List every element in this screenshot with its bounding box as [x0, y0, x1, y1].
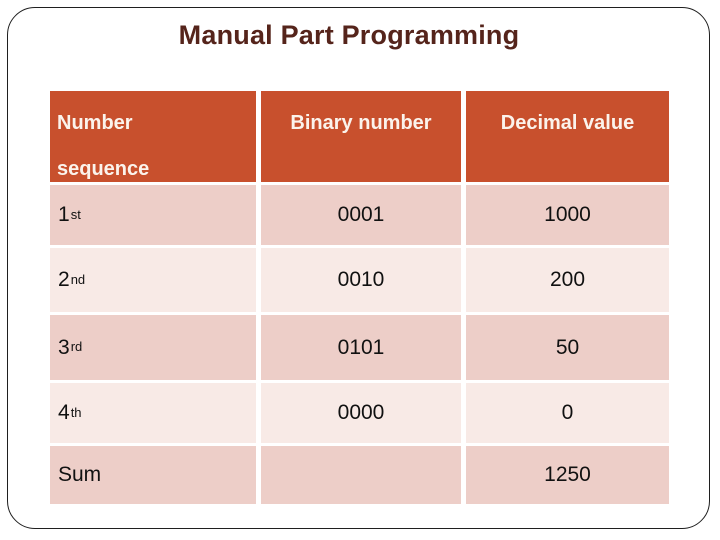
sequence-ordinal: nd [70, 271, 86, 287]
table-row-1-decimal: 1000 [466, 185, 669, 245]
table-row-3-decimal: 50 [466, 315, 669, 380]
table-row-1-binary: 0001 [261, 185, 461, 245]
table-row-4-decimal: 0 [466, 383, 669, 443]
header-decimal-value: Decimal value [466, 91, 669, 182]
header-number-sequence-line2: sequence [57, 158, 150, 180]
sequence-label: 4 [58, 401, 70, 424]
table-row-2-binary: 0010 [261, 248, 461, 312]
table-row-4-binary: 0000 [261, 383, 461, 443]
header-number-sequence-line1: Number [57, 112, 133, 134]
table-row-2-decimal: 200 [466, 248, 669, 312]
table-row-sum-sequence: Sum [50, 446, 256, 504]
header-number-sequence: Number sequence [50, 91, 256, 182]
sequence-ordinal: th [70, 404, 82, 420]
table-row-sum-binary [261, 446, 461, 504]
sequence-label: Sum [58, 463, 102, 486]
header-binary-number: Binary number [261, 91, 461, 182]
sequence-label: 3 [58, 335, 70, 359]
data-table: Number sequence Binary number Decimal va… [50, 91, 669, 504]
sequence-label: 2 [58, 268, 70, 291]
sequence-ordinal: st [70, 206, 81, 222]
slide-title: Manual Part Programming [178, 20, 520, 50]
table-row-3-binary: 0101 [261, 315, 461, 380]
sequence-label: 1 [58, 203, 70, 226]
sequence-ordinal: rd [70, 339, 83, 354]
table-row-sum-decimal: 1250 [466, 446, 669, 504]
